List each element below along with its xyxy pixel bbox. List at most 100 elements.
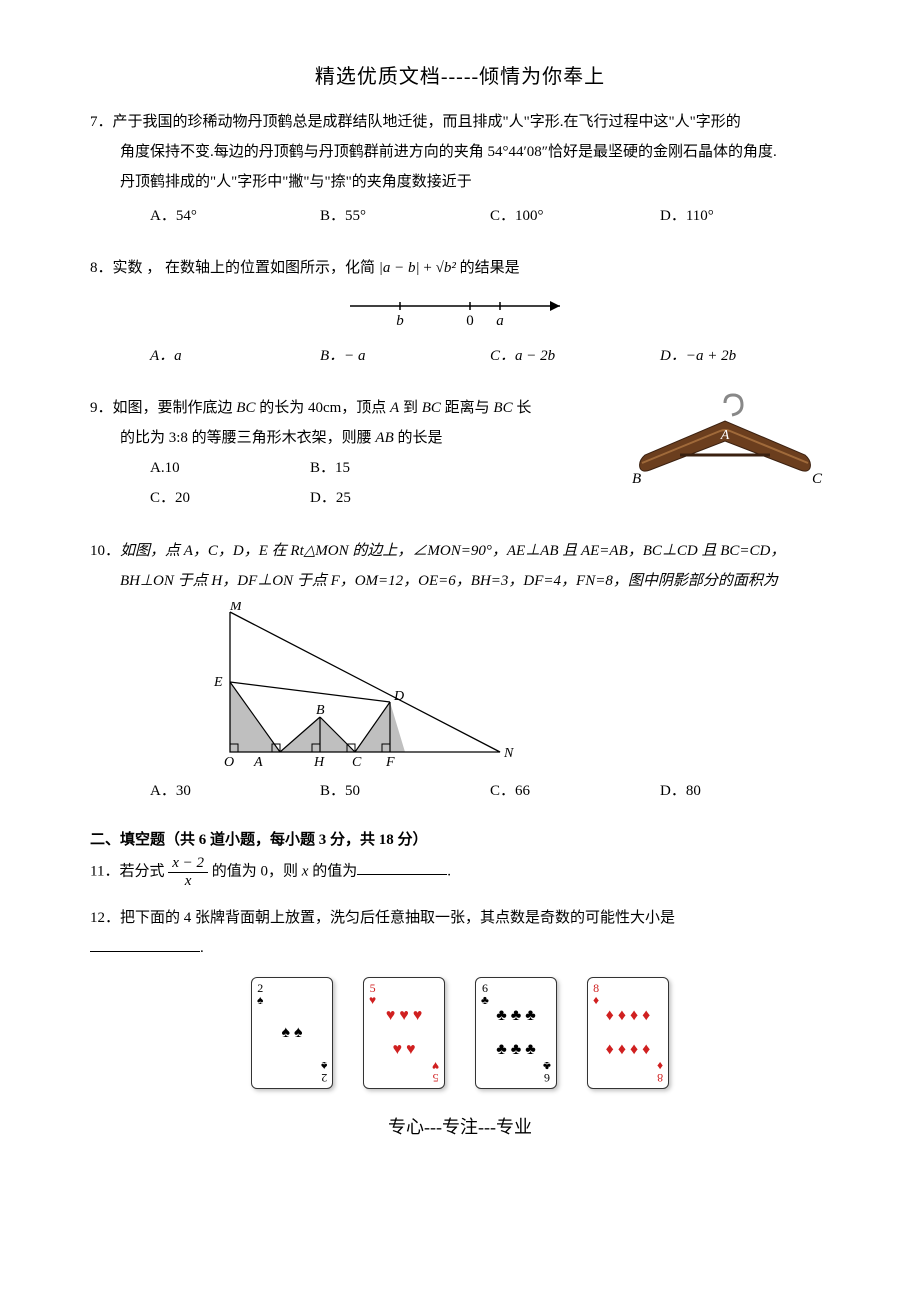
playing-card-8-diamond: 8♦♦♦♦♦♦♦♦♦8♦ [587,977,669,1089]
q8-text-post: 的结果是 [456,260,520,276]
club-pip-icon: ♣ [496,1000,507,1032]
q12-period: . [200,940,204,956]
q12-number: 12． [90,910,120,926]
q7-options: A．54° B．55° C．100° D．110° [90,201,830,231]
q12-cards: 2♠♠♠2♠5♥♥♥♥♥♥5♥6♣♣♣♣♣♣♣6♣8♦♦♦♦♦♦♦♦♦8♦ [90,977,830,1089]
q8-plus: + [420,260,436,276]
q9-l1-bc: BC [236,400,255,416]
q9-opt-d: D．25 [310,483,470,513]
q10-label-f: F [385,755,395,770]
club-pip-icon: ♣ [525,1000,536,1032]
card-corner-tl: 8♦ [593,982,599,1006]
q9-l1-a: A [390,400,399,416]
q7-line1: 产于我国的珍稀动物丹顶鹤总是成群结队地迁徙，而且排成"人"字形.在飞行过程中这"… [113,114,741,130]
q10-options: A．30 B．50 C．66 D．80 [90,776,830,806]
playing-card-2-spade: 2♠♠♠2♠ [251,977,333,1089]
q10-label-e: E [213,675,223,690]
q11-period: . [447,863,451,879]
spade-pip-icon: ♠ [282,1017,291,1049]
page-footer: 专心---专注---专业 [90,1113,830,1139]
diamond-pip-icon: ♦ [606,1000,614,1032]
question-7: 7．产于我国的珍稀动物丹顶鹤总是成群结队地迁徙，而且排成"人"字形.在飞行过程中… [90,107,830,231]
q9-hanger-figure: A B C [620,393,830,514]
diamond-pip-icon: ♦ [642,1034,650,1066]
section-2-title: 二、填空题（共 6 道小题，每小题 3 分，共 18 分） [90,828,830,849]
q8-nl-a: a [496,313,504,329]
q9-label-b: B [632,471,641,487]
diamond-pip-icon: ♦ [642,1000,650,1032]
q9-l1-bc3: BC [493,400,512,416]
q8-opt-a: A．a [150,341,320,371]
q7-opt-a: A．54° [150,201,320,231]
question-12: 12．把下面的 4 张牌背面朝上放置，洗匀后任意抽取一张，其点数是奇数的可能性大… [90,903,830,1089]
q10-line2: BH⊥ON 于点 H，DF⊥ON 于点 F，OM=12，OE=6，BH=3，DF… [90,566,830,596]
card-pips: ♠♠ [268,994,316,1072]
club-pip-icon: ♣ [511,1034,522,1066]
q9-l2-end: 的长是 [394,430,443,446]
q9-opt-c: C．20 [150,483,310,513]
q10-opt-b: B．50 [320,776,490,806]
q9-l1-bc2: BC [422,400,441,416]
q7-line2: 角度保持不变.每边的丹顶鹤与丹顶鹤群前进方向的夹角 54°44′08″恰好是最坚… [90,137,830,167]
q9-options-row1: A.10 B．15 [90,453,600,483]
q9-l1-mid2: 到 [399,400,422,416]
question-11: 11．若分式 x − 2x 的值为 0，则 x 的值为. [90,855,830,889]
page-header: 精选优质文档-----倾情为你奉上 [90,60,830,89]
q9-opt-b: B．15 [310,453,470,483]
q8-abs: |a − b| [379,260,420,276]
heart-pip-icon: ♥ [406,1034,416,1066]
q9-l1-pre: 如图，要制作底边 [113,400,237,416]
q10-opt-d: D．80 [660,776,830,806]
heart-pip-icon: ♥ [399,1000,409,1032]
club-pip-icon: ♣ [525,1034,536,1066]
question-8: 8．实数 ， 在数轴上的位置如图所示，化简 |a − b| + √b² 的结果是… [90,253,830,371]
q9-l1-end: 长 [513,400,532,416]
q10-label-h: H [313,755,325,770]
card-corner-br: 5♥ [432,1060,439,1084]
q7-line3: 丹顶鹤排成的"人"字形中"撇"与"捺"的夹角度数接近于 [90,167,830,197]
q9-options-row2: C．20 D．25 [90,483,600,513]
q10-opt-a: A．30 [150,776,320,806]
q10-label-c: C [352,755,362,770]
q10-label-d: D [393,689,404,704]
q9-label-a: A [720,428,730,443]
diamond-pip-icon: ♦ [618,1034,626,1066]
q11-fraction: x − 2x [168,855,208,889]
card-corner-br: 6♣ [543,1060,551,1084]
q11-pre: 若分式 [119,863,168,879]
q10-number: 10． [90,543,120,559]
q10-label-b: B [316,703,325,718]
q7-opt-d: D．110° [660,201,830,231]
club-pip-icon: ♣ [511,1000,522,1032]
q9-label-c: C [812,471,823,487]
q9-l1-mid3: 距离与 [441,400,494,416]
q10-label-n: N [503,746,514,761]
q9-number: 9． [90,400,113,416]
q9-l2-pre: 的比为 3:8 的等腰三角形木衣架，则腰 [120,430,375,446]
q8-nl-b: b [396,313,404,329]
q8-sqrt: √b² [436,260,456,276]
q8-nl-0: 0 [466,313,474,329]
heart-pip-icon: ♥ [386,1000,396,1032]
q7-opt-c: C．100° [490,201,660,231]
q10-opt-c: C．66 [490,776,660,806]
club-pip-icon: ♣ [496,1034,507,1066]
diamond-pip-icon: ♦ [630,1000,638,1032]
card-pips: ♣♣♣♣♣♣ [492,994,540,1072]
q10-label-m: M [229,602,243,614]
q9-l2-ab: AB [375,430,393,446]
diamond-pip-icon: ♦ [606,1034,614,1066]
q10-figure: M E D B O A H C F N [200,602,520,772]
q8-options: A．a B．− a C．a − 2b D．−a + 2b [90,341,830,371]
q11-blank [357,859,447,875]
card-corner-br: 2♠ [321,1060,327,1084]
diamond-pip-icon: ♦ [618,1000,626,1032]
q9-l1-mid: 的长为 40cm，顶点 [255,400,390,416]
card-corner-tl: 6♣ [481,982,489,1006]
q11-frac-den: x [168,873,208,890]
heart-pip-icon: ♥ [413,1000,423,1032]
card-pips: ♥♥♥♥♥ [380,994,428,1072]
q10-label-a: A [253,755,263,770]
q11-post: 的值为 [308,863,357,879]
q8-opt-d: D．−a + 2b [660,341,830,371]
